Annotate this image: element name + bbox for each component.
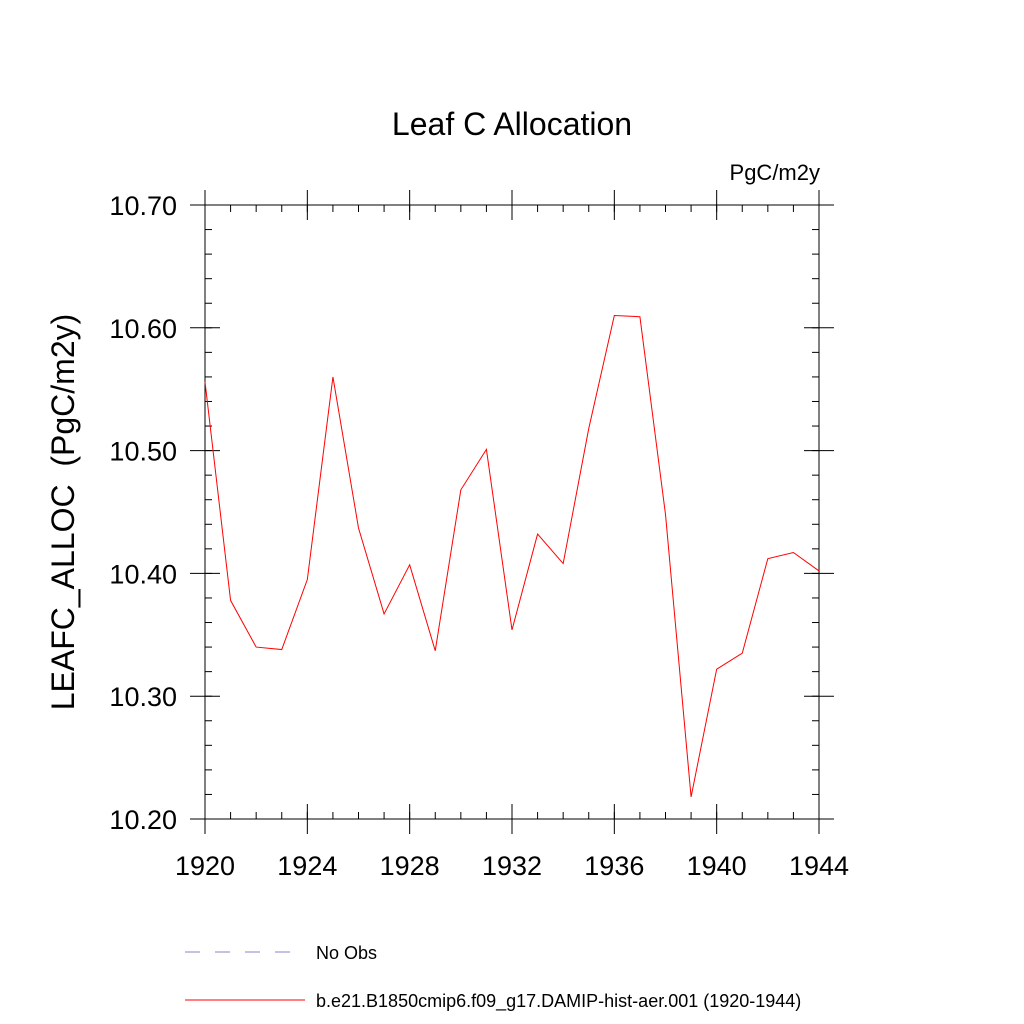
legend-label: No Obs: [316, 943, 377, 963]
y-tick-label: 10.20: [109, 805, 177, 835]
axis-tick-labels: 1920 1924 1928 1932 1936 1940 1944 10.20 10.30 10…: [109, 191, 849, 881]
y-tick-label: 10.50: [109, 437, 177, 467]
y-tick-label: 10.70: [109, 191, 177, 221]
y-axis-label: LEAFC_ALLOC (PgC/m2y): [45, 314, 81, 711]
chart-title: Leaf C Allocation: [392, 106, 632, 142]
series-line: [204, 315, 820, 797]
x-tick-label: 1936: [584, 851, 644, 881]
y-tick-label: 10.60: [109, 314, 177, 344]
x-tick-label: 1928: [380, 851, 440, 881]
units-label: PgC/m2y: [730, 160, 820, 185]
y-tick-label: 10.40: [109, 559, 177, 589]
x-tick-label: 1924: [277, 851, 337, 881]
legend: No Obs b.e21.B1850cmip6.f09_g17.DAMIP-his…: [185, 943, 801, 1012]
data-series: [204, 315, 820, 797]
axis-ticks: [190, 190, 834, 834]
y-tick-label: 10.30: [109, 682, 177, 712]
x-tick-label: 1932: [482, 851, 542, 881]
x-tick-label: 1944: [789, 851, 849, 881]
plot-frame: [204, 204, 820, 820]
legend-label: b.e21.B1850cmip6.f09_g17.DAMIP-hist-aer.…: [316, 991, 801, 1012]
x-tick-label: 1940: [687, 851, 747, 881]
x-tick-label: 1920: [175, 851, 235, 881]
